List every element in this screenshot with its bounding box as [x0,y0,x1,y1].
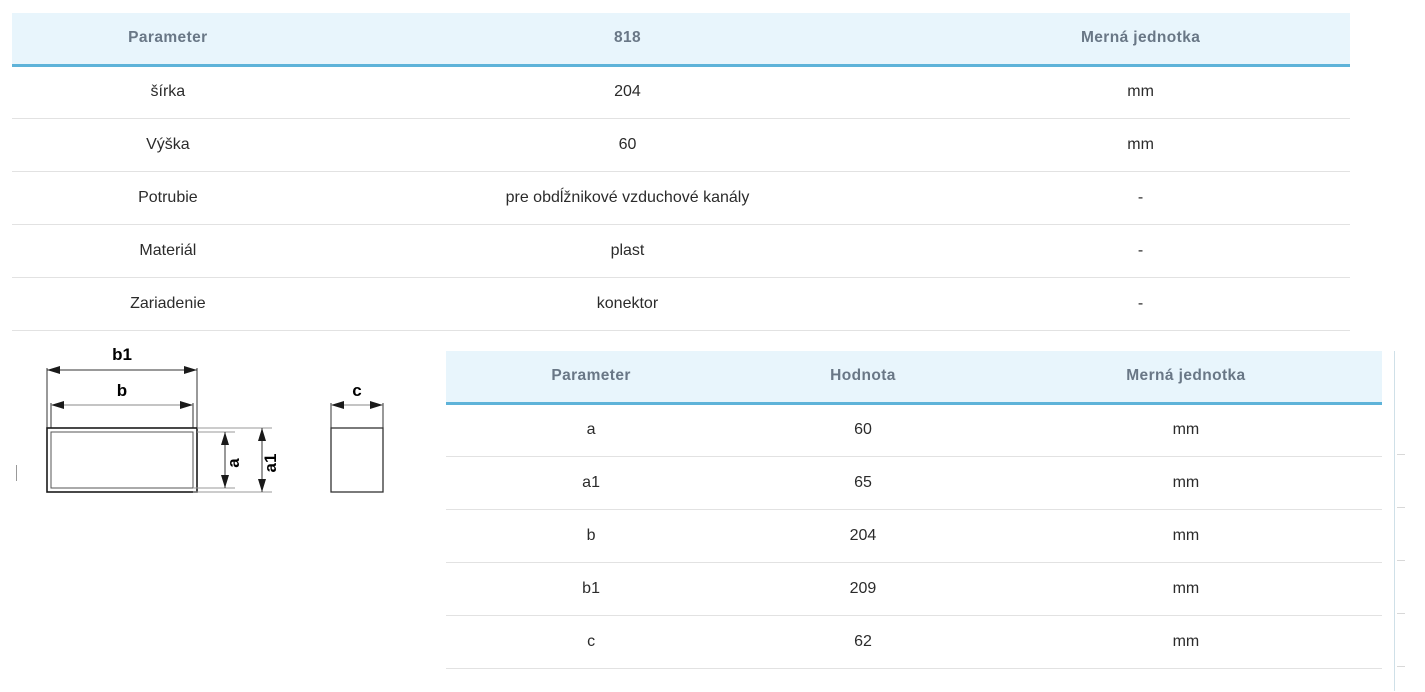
svg-text:b: b [117,381,127,400]
svg-text:a: a [224,458,243,468]
svg-text:b1: b1 [112,345,132,364]
svg-text:c: c [352,381,361,400]
svg-text:a1: a1 [261,454,280,473]
